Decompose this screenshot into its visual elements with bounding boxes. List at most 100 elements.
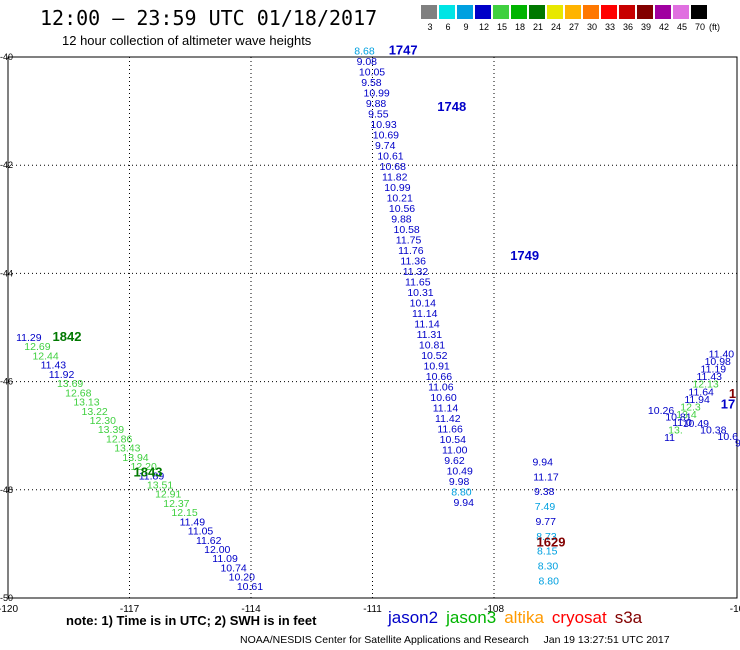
wave-height-value: 13.13 — [73, 397, 99, 409]
wave-height-value: 10.60 — [430, 392, 456, 404]
wave-height-value: 9.94 — [532, 456, 553, 468]
wave-height-value: 8.30 — [538, 561, 559, 573]
longitude-tick-label: -120 — [0, 604, 18, 615]
colorbar-label: 3 — [427, 22, 433, 32]
map-subtitle: 12 hour collection of altimeter wave hei… — [62, 33, 312, 48]
wave-height-value: 8.80 — [451, 487, 472, 499]
colorbar-label: 18 — [514, 22, 525, 32]
pass-number-label: 1 — [729, 386, 736, 401]
wave-height-value: 11 — [664, 432, 675, 444]
wave-height-value: 9.08 — [357, 56, 378, 68]
pass-number-label: 1749 — [510, 248, 539, 263]
wave-height-value: 12.3 — [680, 402, 701, 414]
pass-number-label: 1748 — [437, 99, 466, 114]
wave-height-value: 13.43 — [114, 443, 140, 455]
longitude-tick-label: -10 — [730, 604, 740, 615]
wave-height-value: 10.98 — [705, 356, 731, 368]
wave-height-value: 8.73 — [536, 531, 557, 543]
satellite-legend-item: jason2 — [388, 608, 439, 627]
wave-height-value: 11.66 — [437, 423, 463, 435]
map-title: 12:00 – 23:59 UTC 01/18/2017 — [40, 6, 378, 30]
wave-height-value: 11.29 — [16, 332, 42, 344]
colorbar-label: 12 — [478, 22, 489, 32]
latitude-tick-label: -44 — [0, 268, 13, 278]
wave-height-value: 13.69 — [57, 378, 83, 390]
wave-height-value: 10.14 — [410, 297, 436, 309]
wave-height-value: 11.0 — [672, 417, 692, 429]
colorbar-swatch — [655, 5, 672, 19]
colorbar-label: 36 — [622, 22, 633, 32]
colorbar-swatch — [673, 5, 690, 19]
wave-height-value: 11.14 — [414, 318, 440, 330]
longitude-tick-label: -117 — [120, 604, 140, 615]
wave-height-value: 9.98 — [449, 476, 470, 488]
wave-height-value: 10.49 — [447, 466, 473, 478]
wave-height-value: 10.61 — [377, 150, 403, 162]
wave-height-value: 11.75 — [396, 234, 422, 246]
wave-height-value: 10.05 — [359, 66, 385, 78]
wave-height-value: 11.76 — [398, 245, 424, 257]
wave-height-value: 11.43 — [41, 360, 67, 372]
pass-number-label: 1629 — [537, 535, 566, 550]
credit-text: NOAA/NESDIS Center for Satellite Applica… — [240, 634, 529, 646]
wave-height-value: 10.38 — [700, 425, 726, 437]
wave-height-value: 10.99 — [364, 87, 390, 99]
wave-height-value: 12.30 — [90, 415, 116, 427]
wave-height-value: 11.43 — [697, 371, 723, 383]
wave-height-value: 11.49 — [180, 516, 206, 528]
colorbar-label: 42 — [658, 22, 669, 32]
wave-height-value: 10.58 — [394, 224, 420, 236]
colorbar-unit: (ft) — [709, 22, 720, 32]
wave-height-value: 10.52 — [421, 350, 447, 362]
wave-height-value: 11.06 — [428, 381, 454, 393]
wave-height-value: 10.26 — [648, 405, 674, 417]
wave-height-value: 11.14 — [412, 308, 438, 320]
wave-height-value: 13.94 — [122, 452, 148, 464]
footer-note: note: 1) Time is in UTC; 2) SWH is in fe… — [66, 613, 317, 628]
colorbar-label: 21 — [532, 22, 543, 32]
pass-number-label: 1842 — [53, 329, 82, 344]
wave-height-value: 8.68 — [354, 45, 375, 57]
satellite-legend-item: cryosat — [551, 608, 607, 627]
pass-number-label: 1843 — [134, 464, 163, 479]
wave-height-value: 10.74 — [220, 562, 246, 574]
wave-height-value: 11.14 — [433, 402, 459, 414]
wave-height-value: 10.6 — [718, 431, 739, 443]
colorbar-swatch — [457, 5, 474, 19]
wave-height-value: 11.00 — [442, 445, 468, 457]
wave-height-value: 10.66 — [426, 371, 452, 383]
colorbar-label: 30 — [586, 22, 597, 32]
colorbar-label: 70 — [694, 22, 705, 32]
wave-height-value: 12.20 — [131, 461, 157, 473]
wave-height-value: 12.69 — [24, 341, 50, 353]
latitude-tick-label: -40 — [0, 52, 13, 62]
colorbar-label: 33 — [604, 22, 615, 32]
wave-height-value: 10.91 — [424, 360, 450, 372]
wave-height-value: 10.20 — [229, 572, 255, 584]
wave-height-value: 12.00 — [204, 544, 230, 556]
wave-height-value: 12.44 — [32, 350, 58, 362]
longitude-tick-label: -114 — [241, 604, 261, 615]
colorbar-swatch — [691, 5, 708, 19]
wave-height-value: 11.40 — [709, 348, 735, 360]
satellite-legend-item: s3a — [614, 608, 643, 627]
wave-height-value: 10.99 — [384, 182, 410, 194]
colorbar-swatch — [637, 5, 654, 19]
wave-height-value: 11.09 — [212, 553, 238, 565]
wave-height-value: 11.62 — [196, 535, 222, 547]
satellite-legend: jason2 jason3 altika cryosat s3a — [388, 608, 650, 628]
wave-height-value: 11.31 — [417, 329, 443, 341]
colorbar-label: 24 — [550, 22, 561, 32]
colorbar-swatch — [421, 5, 438, 19]
wave-height-value: 11.05 — [188, 526, 214, 538]
wave-height-colorbar: (ft) 3 6 9 12 15 18 21 24 27 30 33 36 39 42 45 70 — [421, 5, 729, 35]
wave-height-value: 9.88 — [391, 213, 412, 225]
wave-height-value: 10.69 — [373, 129, 399, 141]
wave-height-value: 12.86 — [106, 433, 132, 445]
colorbar-swatch — [619, 5, 636, 19]
wave-height-value: 7.49 — [535, 501, 556, 513]
colorbar-label: 9 — [463, 22, 469, 32]
wave-height-value: 9.77 — [536, 516, 557, 528]
wave-height-value: 10.31 — [407, 287, 433, 299]
